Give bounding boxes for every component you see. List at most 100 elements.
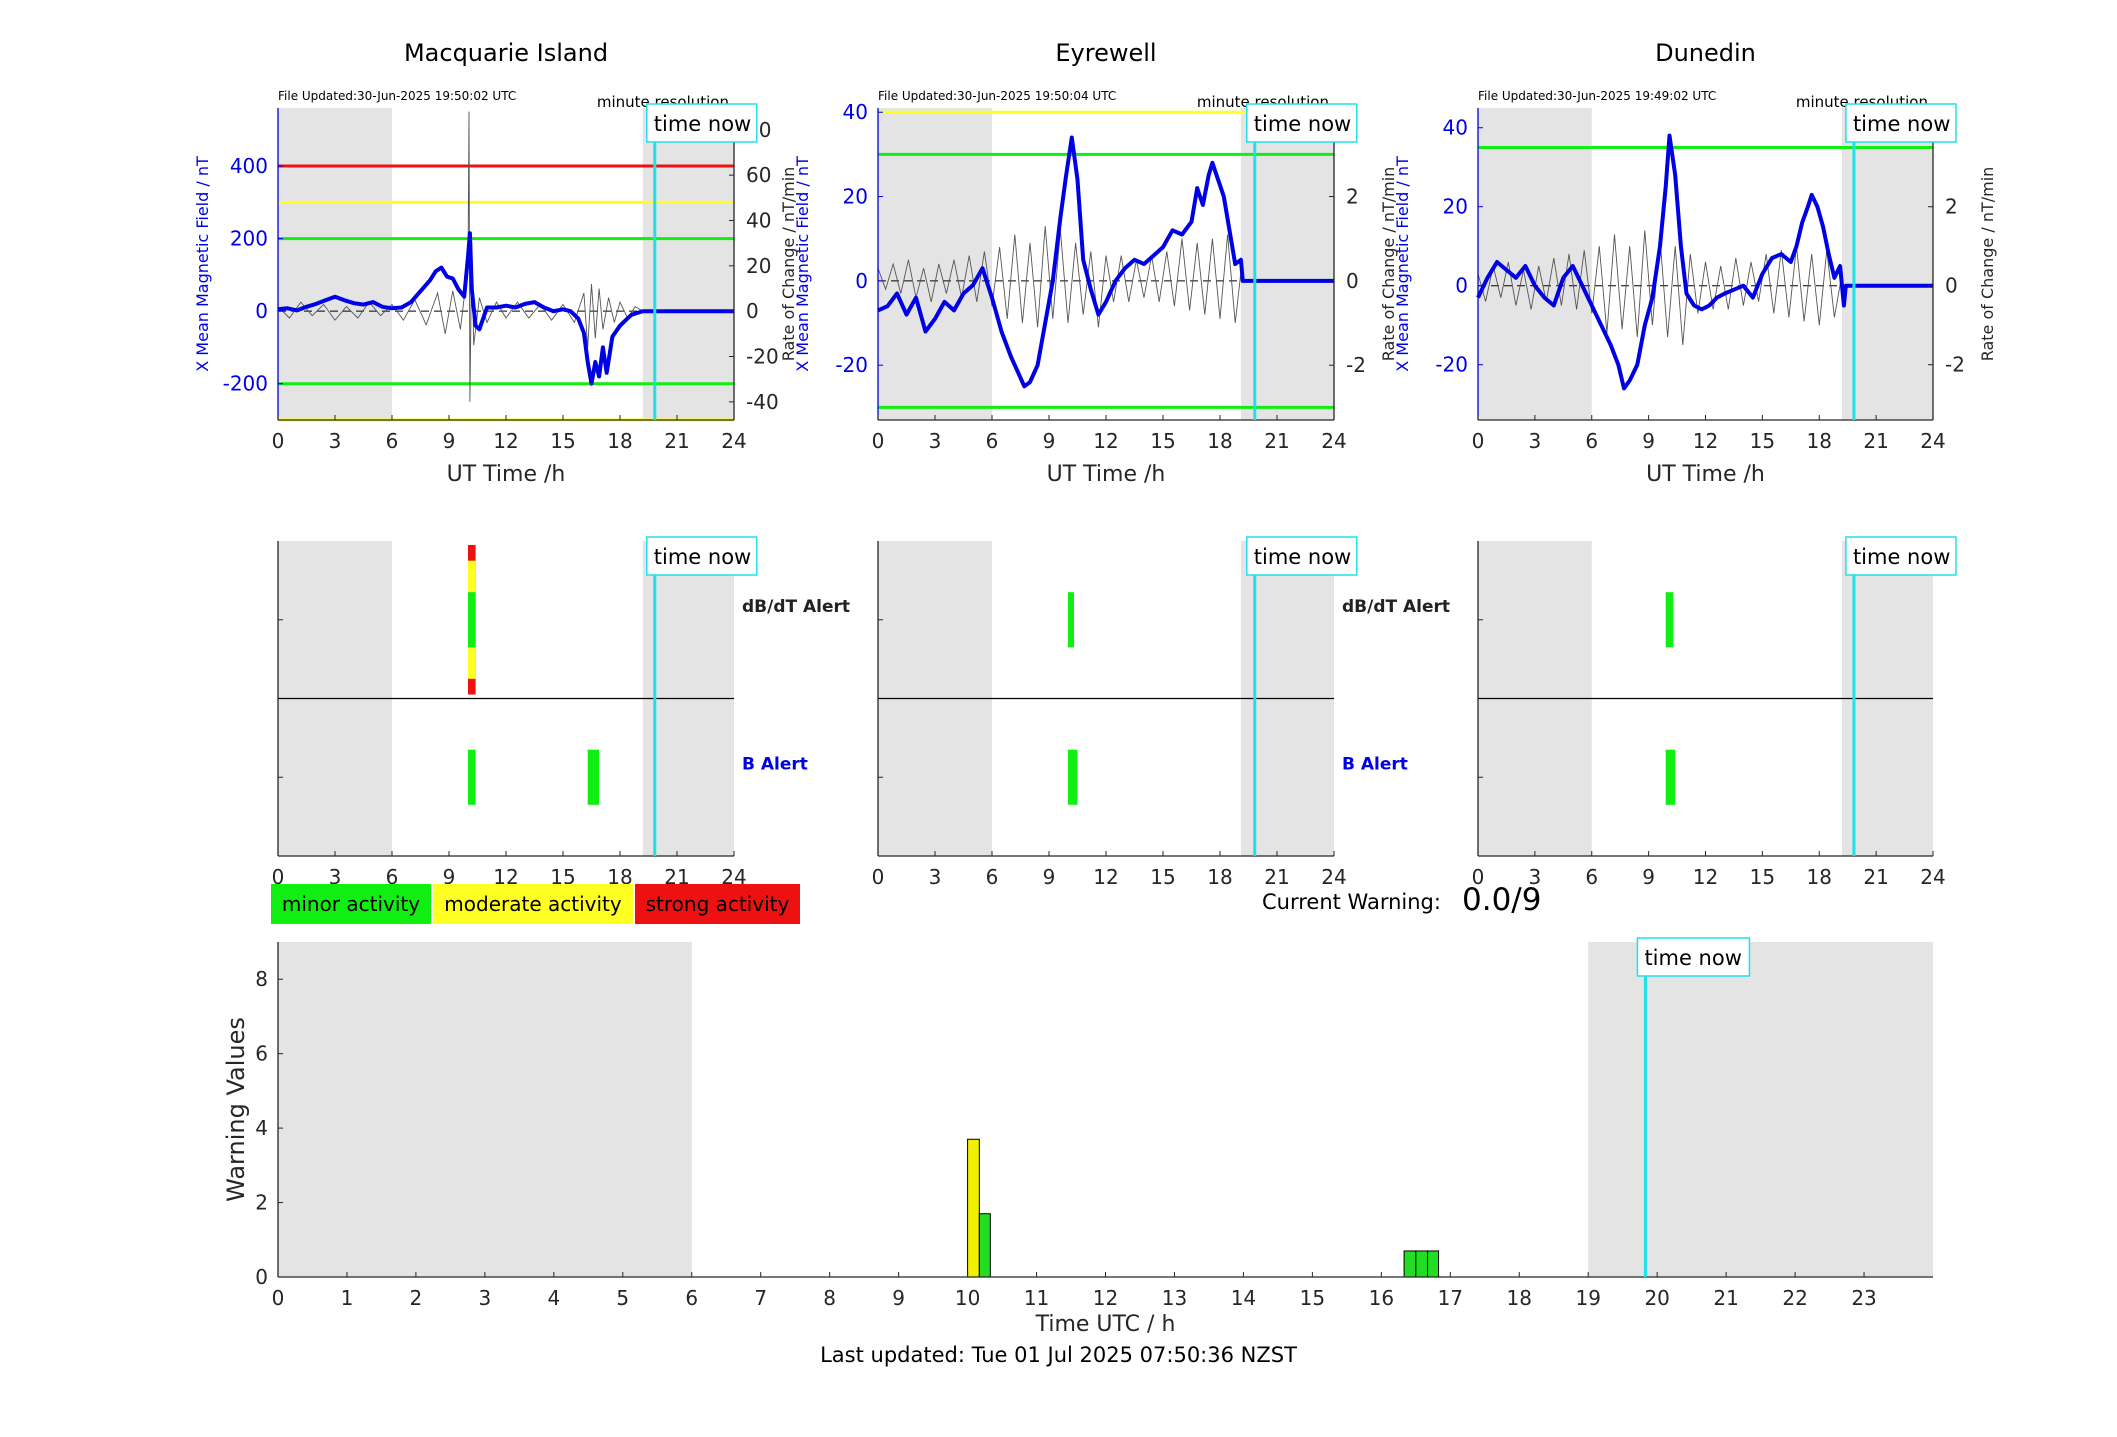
x-tick-label: 24: [1920, 865, 1945, 889]
x-tick-label: 9: [1043, 865, 1056, 889]
x-tick-label: 14: [1231, 1286, 1256, 1310]
time-now-label: time now: [654, 112, 751, 136]
x-tick-label: 24: [1321, 865, 1346, 889]
x-tick-label: 5: [616, 1286, 629, 1310]
x-tick-label: 22: [1782, 1286, 1807, 1310]
night-shading: [1240, 108, 1334, 420]
x-tick-label: 15: [1300, 1286, 1325, 1310]
x-tick-label: 3: [479, 1286, 492, 1310]
y-tick-label: 2: [255, 1191, 268, 1215]
x-tick-label: 0: [1472, 429, 1485, 453]
legend-minor-label: minor activity: [281, 892, 421, 916]
field-series: [877, 135, 1334, 389]
x-tick-label: 15: [1150, 429, 1175, 453]
y2-tick-label: 60: [746, 163, 771, 187]
time-now-label-box: [1845, 536, 1957, 576]
x-tick-label: 9: [892, 1286, 905, 1310]
time-now-label: time now: [1254, 545, 1351, 569]
x-tick-label: 1: [341, 1286, 354, 1310]
x-tick-label: 23: [1851, 1286, 1876, 1310]
b-alert-label: B Alert: [742, 754, 808, 774]
rate-of-change-series: [277, 111, 644, 402]
y-tick-label: 0: [255, 1265, 268, 1289]
field-series: [277, 231, 734, 386]
x-tick-label: 12: [1093, 865, 1118, 889]
time-now-label-box: [1246, 103, 1358, 143]
panel-title: Macquarie Island: [404, 39, 608, 67]
night-shading: [878, 108, 992, 420]
alert-bar-B-green: [1068, 749, 1078, 805]
x-tick-label: 3: [929, 865, 942, 889]
x-tick-label: 19: [1575, 1286, 1600, 1310]
legend-moderate-activity: moderate activity: [433, 884, 633, 924]
y-tick-label: 8: [255, 967, 268, 991]
x-tick-label: 6: [1585, 429, 1598, 453]
alert-bar-B-green: [1665, 749, 1676, 805]
x-tick-label: 9: [1642, 429, 1655, 453]
x-axis-label: UT Time /h: [1047, 462, 1166, 487]
y2-tick-label: 0: [1945, 274, 1958, 298]
x-tick-label: 18: [607, 429, 632, 453]
x-tick-label: 12: [493, 429, 518, 453]
y-axis-label: X Mean Magnetic Field / nT: [1393, 156, 1412, 372]
time-now-label-box: [646, 103, 758, 143]
alert-bar-dBdt-green: [468, 592, 476, 648]
y-tick-label: 400: [230, 154, 268, 178]
y-axis-label: X Mean Magnetic Field / nT: [193, 156, 212, 372]
legend-minor-activity: minor activity: [271, 884, 431, 924]
x-tick-label: 24: [1321, 429, 1346, 453]
eyrewell-alerts-panel: 0 3 6 9 12 15 18 21 24 dB/dT Alert B Alert time now: [872, 536, 1450, 889]
y-axis-label: Warning Values: [222, 1017, 250, 1202]
y2-tick-label: -2: [1346, 353, 1366, 377]
warning-bar-yellow: [967, 1138, 980, 1278]
warning-bar-green: [1415, 1250, 1429, 1278]
x-tick-label: 3: [1529, 865, 1542, 889]
y-tick-label: 40: [1443, 116, 1468, 140]
night-shading: [1588, 942, 1933, 1277]
x-tick-label: 6: [1585, 865, 1598, 889]
x-tick-label: 11: [1024, 1286, 1049, 1310]
x-tick-label: 21: [1264, 865, 1289, 889]
y-tick-label: 40: [843, 100, 868, 124]
time-now-label: time now: [1644, 946, 1741, 970]
time-now-label-box: [1845, 103, 1957, 143]
time-now-label-box: [646, 536, 758, 576]
alert-bar-B-green: [468, 749, 476, 805]
night-shading: [278, 108, 392, 420]
eyrewell-field-panel: -2002040-202403691215182124EyrewellFile …: [793, 39, 1398, 487]
y-tick-label: 0: [1455, 274, 1468, 298]
alert-bar-B-green: [587, 749, 600, 805]
x-tick-label: 20: [1644, 1286, 1669, 1310]
time-now-label-box: [1246, 536, 1358, 576]
y-tick-label: 6: [255, 1042, 268, 1066]
x-axis-label: UT Time /h: [1646, 462, 1765, 487]
x-tick-label: 6: [386, 429, 399, 453]
y-tick-label: 4: [255, 1116, 268, 1140]
panel-title: Eyrewell: [1055, 39, 1156, 67]
last-updated-footer: Last updated: Tue 01 Jul 2025 07:50:36 N…: [820, 1343, 1297, 1367]
time-now-label: time now: [1254, 112, 1351, 136]
x-tick-label: 12: [1093, 1286, 1118, 1310]
y2-tick-label: 2: [1945, 195, 1958, 219]
night-shading: [1842, 108, 1933, 420]
x-tick-label: 15: [1750, 865, 1775, 889]
time-now-label-box: [1636, 937, 1751, 977]
x-tick-label: 6: [986, 429, 999, 453]
x-tick-label: 12: [1693, 865, 1718, 889]
x-tick-label: 16: [1369, 1286, 1394, 1310]
time-now-label: time now: [654, 545, 751, 569]
field-series: [1476, 133, 1933, 391]
y2-tick-label: -40: [746, 390, 779, 414]
dbdt-alert-label: dB/dT Alert: [1342, 597, 1450, 617]
warning-bar-green: [1403, 1250, 1417, 1278]
x-tick-label: 18: [1207, 865, 1232, 889]
night-shading: [278, 942, 692, 1277]
x-axis-label: Time UTC / h: [1035, 1312, 1176, 1337]
x-tick-label: 21: [664, 429, 689, 453]
y-tick-label: 0: [255, 299, 268, 323]
y-axis-label: X Mean Magnetic Field / nT: [793, 156, 812, 372]
x-tick-label: 3: [1529, 429, 1542, 453]
y2-axis-label: Rate of Change / nT/min: [1379, 167, 1398, 362]
